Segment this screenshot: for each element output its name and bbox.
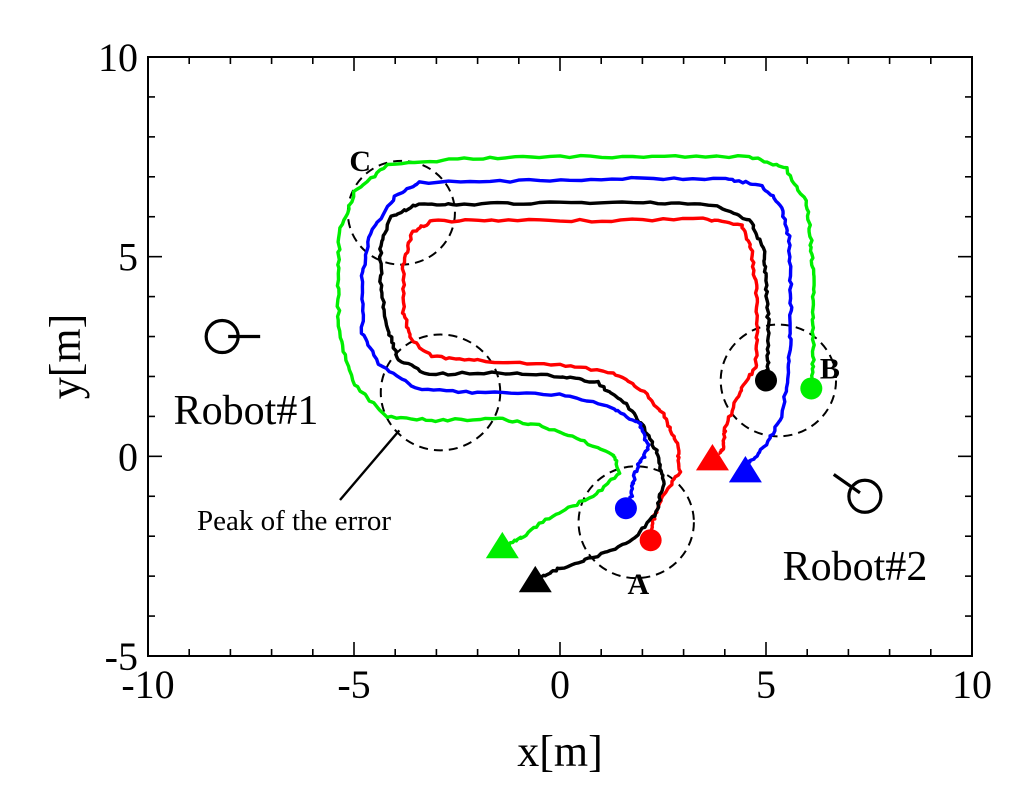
start-marker-2 <box>755 369 777 392</box>
robot-heading-icon <box>832 473 861 495</box>
robot-1-label: Robot#1 <box>174 388 319 434</box>
robot-1 <box>204 318 261 355</box>
trajectory-line-1 <box>400 216 760 541</box>
x-axis-label: x[m] <box>517 727 603 776</box>
error-region-circle <box>577 465 695 580</box>
x-tick-label: 5 <box>756 662 776 707</box>
trajectory-line-2 <box>377 200 771 580</box>
y-tick-label: 0 <box>118 434 138 479</box>
end-marker-3 <box>728 456 762 483</box>
error-region-circle <box>719 323 838 438</box>
start-marker-4 <box>800 377 823 400</box>
robot-2-label: Robot#2 <box>783 544 928 590</box>
x-tick-label: 0 <box>550 662 570 707</box>
x-tick-label: -5 <box>337 662 370 707</box>
trajectory-line-3 <box>359 175 794 510</box>
y-tick-label: 10 <box>98 35 138 80</box>
x-tick-label: -10 <box>121 662 174 707</box>
y-axis-label: y[m] <box>41 314 90 400</box>
end-marker-1 <box>695 444 729 471</box>
x-tick-label: 10 <box>952 662 992 707</box>
start-marker-3 <box>614 497 637 520</box>
axis-ticks <box>147 56 973 657</box>
region-label-a: A <box>627 568 649 601</box>
y-tick-label: -5 <box>105 634 138 679</box>
end-marker-2 <box>518 565 552 593</box>
robot-body-icon <box>847 478 883 514</box>
trajectory-markers <box>485 369 823 593</box>
y-tick-label: 5 <box>118 235 138 280</box>
annotation-leader-line <box>339 429 401 501</box>
robot-2 <box>832 473 883 514</box>
annotations: Peak of the error <box>197 429 401 537</box>
end-marker-4 <box>485 531 519 559</box>
trajectory-series <box>335 153 816 580</box>
annotation-peak-of-error: Peak of the error <box>197 505 391 537</box>
region-label-b: B <box>820 352 840 385</box>
start-marker-1 <box>639 529 662 552</box>
trajectory-line-4 <box>335 153 816 548</box>
region-label-c: C <box>349 145 371 178</box>
robots: Robot#1 Robot#2 <box>174 318 928 590</box>
